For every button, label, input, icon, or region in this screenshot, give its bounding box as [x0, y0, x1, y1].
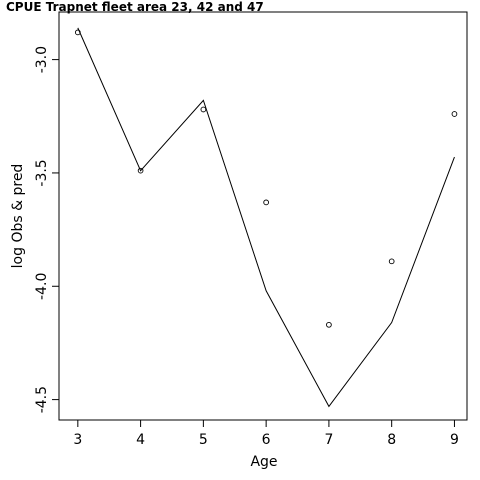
x-tick-label: 5: [199, 432, 208, 448]
x-tick-label: 3: [73, 432, 82, 448]
observed-point: [451, 111, 458, 117]
observed-point: [137, 167, 144, 174]
observed-point: [326, 321, 332, 328]
y-tick-label: -3.0: [34, 46, 50, 73]
observed-point: [263, 199, 269, 206]
y-axis-label: log Obs & pred: [10, 164, 26, 269]
x-axis-label: Age: [250, 454, 277, 470]
x-tick-label: 6: [262, 432, 271, 448]
y-tick-label: -3.5: [34, 159, 50, 186]
x-tick-label: 4: [136, 432, 145, 448]
observed-point: [200, 106, 207, 113]
series-layer: [74, 27, 458, 408]
y-axis: -3.0 -3.5 -4.0 -4.5: [34, 46, 60, 413]
observed-point: [388, 258, 395, 265]
x-tick-label: 9: [450, 432, 459, 448]
plot-frame: [58, 11, 468, 421]
y-tick-label: -4.0: [34, 273, 50, 300]
fitted-line: [77, 27, 455, 408]
x-axis: 3 4 5 6 7 8 9: [73, 419, 459, 448]
y-tick-label: -4.5: [34, 386, 50, 413]
chart-title: CPUE Trapnet fleet area 23, 42 and 47: [6, 0, 264, 14]
x-tick-label: 8: [387, 432, 396, 448]
x-tick-label: 7: [324, 432, 333, 448]
